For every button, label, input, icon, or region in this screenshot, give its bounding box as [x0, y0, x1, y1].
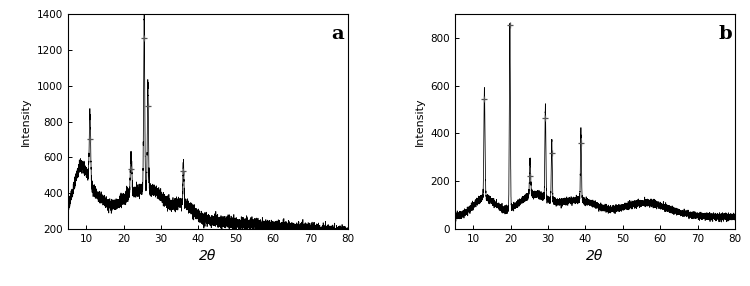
- Y-axis label: Intensity: Intensity: [21, 97, 31, 146]
- X-axis label: 2θ: 2θ: [586, 249, 604, 263]
- X-axis label: 2θ: 2θ: [199, 249, 217, 263]
- Text: a: a: [332, 25, 344, 43]
- Text: b: b: [718, 25, 732, 43]
- Y-axis label: Intensity: Intensity: [415, 97, 424, 146]
